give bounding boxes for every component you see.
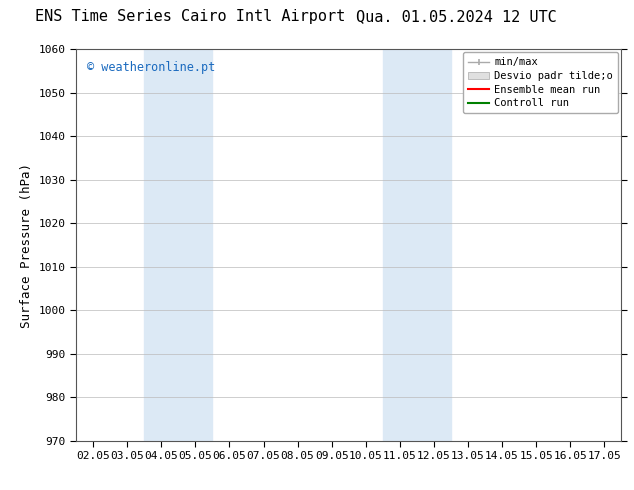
- Legend: min/max, Desvio padr tilde;o, Ensemble mean run, Controll run: min/max, Desvio padr tilde;o, Ensemble m…: [463, 52, 618, 114]
- Bar: [144, 49, 212, 441]
- Text: © weatheronline.pt: © weatheronline.pt: [87, 61, 215, 74]
- Bar: [383, 49, 451, 441]
- Y-axis label: Surface Pressure (hPa): Surface Pressure (hPa): [20, 163, 33, 327]
- Text: Qua. 01.05.2024 12 UTC: Qua. 01.05.2024 12 UTC: [356, 9, 557, 24]
- Text: ENS Time Series Cairo Intl Airport: ENS Time Series Cairo Intl Airport: [35, 9, 346, 24]
